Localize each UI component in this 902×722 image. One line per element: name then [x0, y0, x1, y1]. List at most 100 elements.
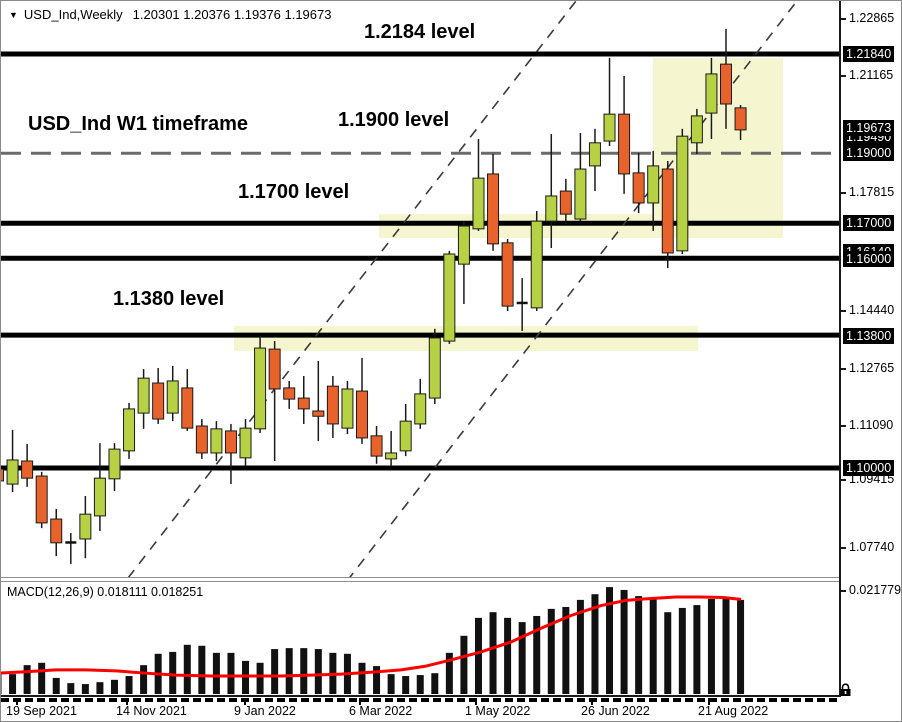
candle-bull — [385, 452, 398, 460]
candle-bull — [137, 377, 150, 414]
candle-bear — [559, 190, 572, 215]
candle-bear — [152, 382, 165, 420]
lock-icon[interactable] — [839, 683, 852, 702]
macd-histogram-bar — [256, 662, 264, 694]
price-level-badge: 1.19000 — [843, 145, 895, 161]
date-tick — [475, 698, 477, 705]
date-label: 19 Sep 2021 — [6, 704, 77, 718]
candle-bear — [618, 113, 631, 175]
candle-bear — [181, 387, 194, 429]
candle-bear — [734, 107, 747, 131]
price-axis-tick — [841, 368, 846, 370]
candle-bear — [632, 172, 645, 204]
collapse-triangle-icon[interactable]: ▼ — [9, 10, 18, 20]
date-tick — [591, 698, 593, 705]
candle-bull — [254, 347, 267, 430]
price-axis-tick — [841, 479, 846, 481]
time-axis[interactable]: 19 Sep 2021 14 Nov 2021 9 Jan 2022 6 Mar 20… — [1, 697, 901, 721]
price-axis[interactable]: 1.22865 1.21840 1.21165 1.19490 1.19673 1.190… — [839, 1, 902, 697]
date-label: 1 May 2022 — [465, 704, 531, 718]
macd-histogram-bar — [52, 677, 60, 694]
candle-bull — [414, 393, 427, 425]
candle-bull — [210, 428, 223, 454]
annotation-timeframe[interactable]: USD_Ind W1 timeframe — [28, 113, 249, 135]
macd-histogram-bar — [562, 606, 570, 694]
price-chart-canvas[interactable] — [1, 1, 839, 577]
price-axis-tick — [841, 590, 846, 592]
annotation-1-1900-level[interactable]: 1.1900 level — [338, 109, 450, 131]
candle-bull — [239, 427, 252, 459]
candle-bull — [676, 135, 689, 252]
candle-bull — [6, 459, 19, 485]
macd-histogram-bar — [169, 651, 177, 694]
macd-histogram-bar — [110, 679, 118, 694]
macd-histogram-bar — [67, 683, 75, 694]
macd-histogram-bar — [635, 596, 643, 694]
candle-bear — [1, 468, 4, 482]
symbol-period-label: USD_Ind,Weekly — [23, 7, 123, 22]
candle-bull — [443, 253, 456, 342]
macd-histogram-bar — [431, 673, 439, 694]
macd-histogram-bar — [707, 598, 715, 694]
macd-histogram-bar — [678, 607, 686, 694]
macd-histogram-bar — [518, 622, 526, 694]
date-tick — [708, 698, 710, 705]
date-tick — [126, 698, 128, 705]
price-axis-label: 1.12765 — [849, 361, 895, 375]
macd-histogram-bar — [314, 649, 322, 694]
candle-bull — [530, 220, 543, 309]
macd-histogram-bar — [547, 608, 555, 694]
macd-histogram-bar — [38, 662, 46, 694]
price-level-badge: 1.13800 — [843, 328, 895, 344]
candle-bull — [603, 113, 616, 142]
price-axis-label: 1.09415 — [849, 472, 895, 486]
candle-bull — [93, 477, 106, 517]
price-axis-label: 1.21165 — [849, 68, 894, 82]
annotation-1-1380-level[interactable]: 1.1380 level — [113, 288, 225, 310]
panel-divider[interactable] — [1, 577, 839, 582]
macd-histogram-bar — [96, 682, 104, 694]
macd-histogram-bar — [198, 645, 206, 694]
candle-bull — [574, 168, 587, 220]
macd-histogram-bar — [285, 648, 293, 694]
macd-histogram-bar — [649, 598, 657, 694]
main-chart-panel[interactable]: ▼ USD_Ind,Weekly 1.20301 1.20376 1.19376 1… — [1, 1, 839, 577]
macd-histogram-bar — [620, 589, 628, 694]
candle-bull — [166, 380, 179, 414]
macd-histogram-bar — [416, 675, 424, 694]
candle-bull — [123, 408, 136, 452]
candle-bull — [79, 513, 92, 540]
price-axis-label: 0.021779 — [849, 583, 902, 597]
macd-histogram-bar — [373, 666, 381, 694]
date-tick — [244, 698, 246, 705]
candle-bear — [283, 387, 296, 400]
highlight-box[interactable] — [653, 58, 783, 234]
macd-histogram-bar — [183, 644, 191, 694]
trendline-dashed[interactable] — [347, 1, 798, 577]
trendline-dashed[interactable] — [127, 1, 577, 577]
macd-histogram-bar — [81, 684, 89, 694]
date-tick — [359, 698, 361, 705]
price-level-badge: 1.21840 — [843, 46, 895, 62]
macd-canvas[interactable] — [1, 582, 839, 695]
date-label: 9 Jan 2022 — [234, 704, 296, 718]
date-label: 26 Jun 2022 — [581, 704, 650, 718]
price-axis-label: 1.11090 — [849, 418, 894, 432]
macd-histogram-bar — [9, 674, 17, 694]
date-label: 14 Nov 2021 — [116, 704, 187, 718]
candle-bear — [501, 242, 514, 307]
price-axis-tick — [841, 425, 846, 427]
candle-bull — [108, 448, 121, 480]
candle-bull — [457, 225, 470, 265]
macd-panel[interactable]: MACD(12,26,9) 0.018111 0.018251 — [1, 582, 839, 695]
annotation-1-2184-level[interactable]: 1.2184 level — [364, 21, 476, 43]
macd-histogram-bar — [664, 612, 672, 694]
macd-histogram-bar — [23, 665, 31, 694]
macd-histogram-bar — [460, 635, 468, 694]
highlight-box[interactable] — [234, 326, 698, 351]
annotation-1-1700-level[interactable]: 1.1700 level — [238, 181, 350, 203]
candle-bull — [690, 115, 703, 144]
candle-bull — [588, 142, 601, 167]
macd-histogram-bar — [474, 617, 482, 694]
price-axis-tick — [841, 75, 846, 77]
